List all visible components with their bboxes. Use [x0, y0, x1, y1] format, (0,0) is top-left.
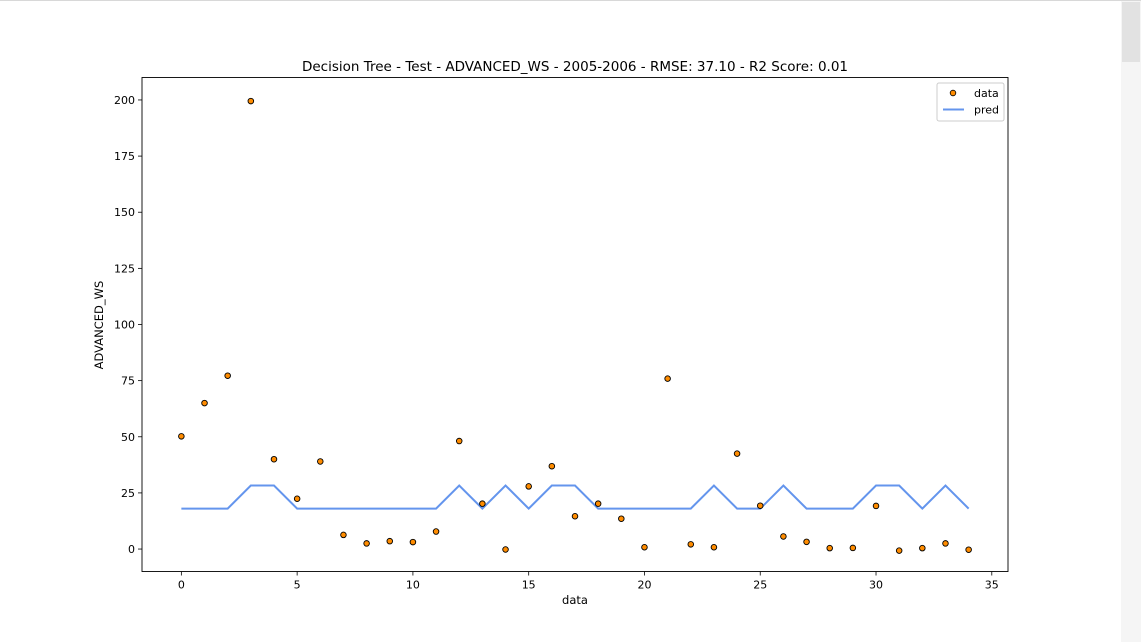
scatter-point: [317, 458, 324, 465]
scatter-point: [432, 528, 440, 535]
x-tick-label: 25: [753, 579, 767, 592]
scatter-point: [919, 544, 926, 552]
scatter-point: [664, 375, 671, 382]
scatter-point: [340, 531, 347, 539]
legend-marker-data: [949, 89, 957, 97]
scatter-point: [247, 97, 255, 105]
scrollbar-thumb[interactable]: [1122, 2, 1140, 62]
y-tick-label: 175: [114, 150, 135, 163]
y-tick-label: 200: [114, 94, 135, 107]
y-tick-label: 125: [114, 262, 135, 275]
y-tick-label: 100: [114, 319, 135, 332]
scatter-point: [293, 495, 301, 502]
y-tick-label: 50: [121, 431, 135, 444]
series-layer: [178, 97, 972, 554]
legend: data pred: [936, 82, 1005, 122]
y-axis-label: ADVANCED_WS: [92, 281, 106, 370]
scatter-point: [942, 540, 949, 547]
scatter-point: [965, 546, 972, 553]
scatter-point: [826, 544, 833, 552]
scatter-point: [363, 540, 370, 547]
scatter-point: [710, 543, 718, 551]
x-tick-label: 15: [522, 579, 536, 592]
plot-frame: [141, 77, 1009, 572]
scatter-point: [872, 502, 880, 510]
scatter-point: [571, 513, 579, 520]
scatter-point: [409, 538, 417, 546]
plot-area: [142, 77, 1008, 572]
series-line-pred: [181, 484, 970, 511]
scatter-point: [525, 483, 532, 490]
scatter-point: [455, 437, 463, 445]
scatter-point: [849, 544, 857, 552]
x-tick-label: 30: [869, 579, 883, 592]
x-tick-label: 10: [406, 579, 420, 592]
scatter-point: [386, 537, 394, 545]
y-axis-ticks: 0 25 50 75 100 125 150 175 200: [114, 94, 142, 556]
scatter-point: [756, 502, 764, 509]
legend-label-pred: pred: [974, 104, 999, 117]
x-tick-label: 35: [985, 579, 999, 592]
scatter-point: [733, 450, 741, 457]
scatter-point: [548, 462, 556, 470]
scatter-point: [178, 433, 185, 440]
scatter-point: [224, 372, 231, 379]
x-axis-ticks: 0 5 10 15 20 25 30 35: [178, 571, 999, 592]
scatter-point: [502, 546, 509, 553]
y-tick-label: 75: [121, 375, 135, 388]
x-axis-label: data: [562, 593, 588, 607]
scatter-point: [895, 547, 903, 554]
x-tick-label: 0: [178, 579, 185, 592]
scatter-point: [201, 399, 208, 407]
y-tick-label: 0: [128, 543, 135, 556]
scatter-point: [687, 541, 695, 548]
vertical-scrollbar[interactable]: [1121, 1, 1141, 642]
scatter-point: [780, 533, 787, 540]
scatter-point: [479, 500, 486, 507]
legend-label-data: data: [974, 87, 999, 100]
x-tick-label: 5: [294, 579, 301, 592]
scatter-point: [803, 538, 810, 546]
chart-title: Decision Tree - Test - ADVANCED_WS - 200…: [302, 59, 848, 75]
x-tick-label: 20: [637, 579, 651, 592]
y-tick-label: 25: [121, 487, 135, 500]
scatter-point: [618, 515, 625, 522]
y-tick-label: 150: [114, 206, 135, 219]
scatter-point: [594, 500, 602, 507]
scatter-point: [641, 543, 648, 551]
scatter-point: [270, 455, 278, 463]
